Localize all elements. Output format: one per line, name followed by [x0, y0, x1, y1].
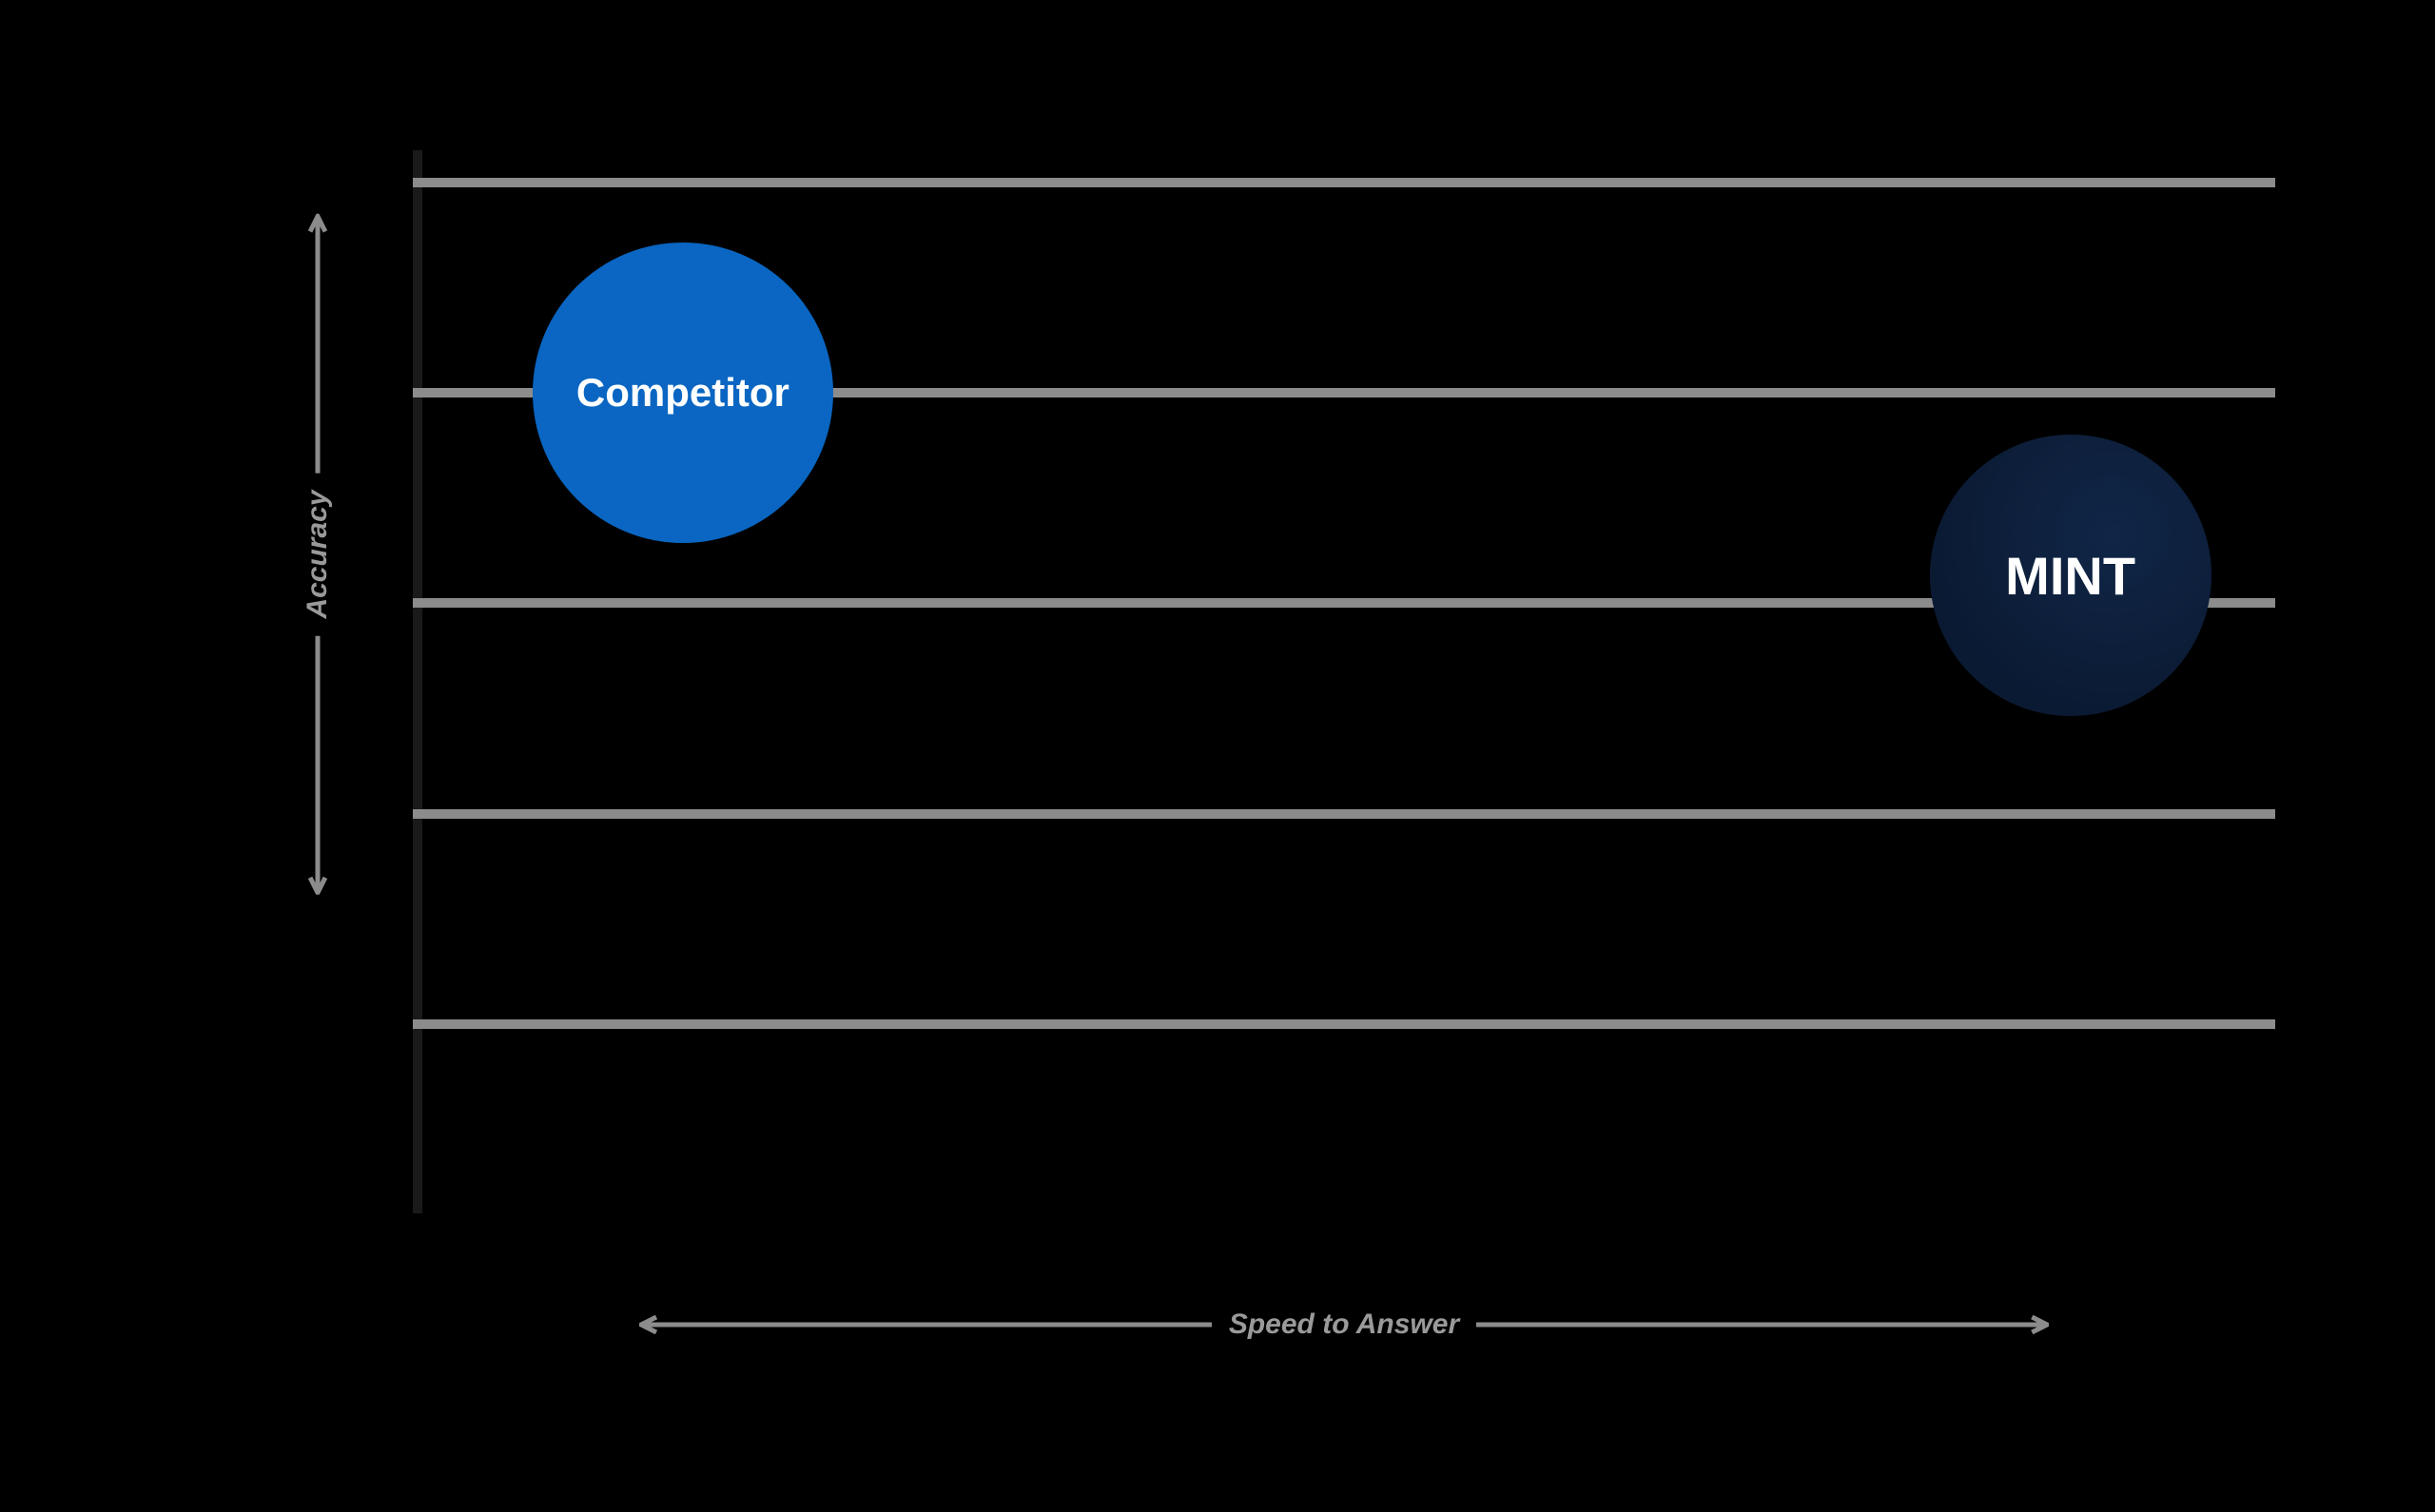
x-axis-arrow-right	[1476, 1314, 2049, 1335]
bubble-label-competitor: Competitor	[576, 370, 789, 416]
x-axis-label: Speed to Answer	[1229, 1308, 1459, 1341]
bubble-competitor: Competitor	[533, 242, 833, 543]
plot-area: Competitor MINT	[413, 150, 2275, 1213]
gridline	[413, 809, 2275, 819]
gridline	[413, 178, 2275, 187]
y-axis-arrow-up	[307, 214, 328, 473]
y-axis-line	[413, 150, 422, 1213]
x-axis-arrow-left	[639, 1314, 1212, 1335]
y-axis-label: Accuracy	[302, 490, 334, 618]
bubble-mint: MINT	[1930, 435, 2211, 716]
gridline	[413, 1019, 2275, 1029]
chart-canvas: Competitor MINT Accuracy Speed to Answer	[0, 0, 2435, 1512]
x-axis-label-group: Speed to Answer	[636, 1308, 2052, 1341]
y-axis-label-group: Accuracy	[302, 214, 334, 895]
bubble-label-mint: MINT	[2005, 545, 2135, 607]
y-axis-arrow-down	[307, 635, 328, 894]
